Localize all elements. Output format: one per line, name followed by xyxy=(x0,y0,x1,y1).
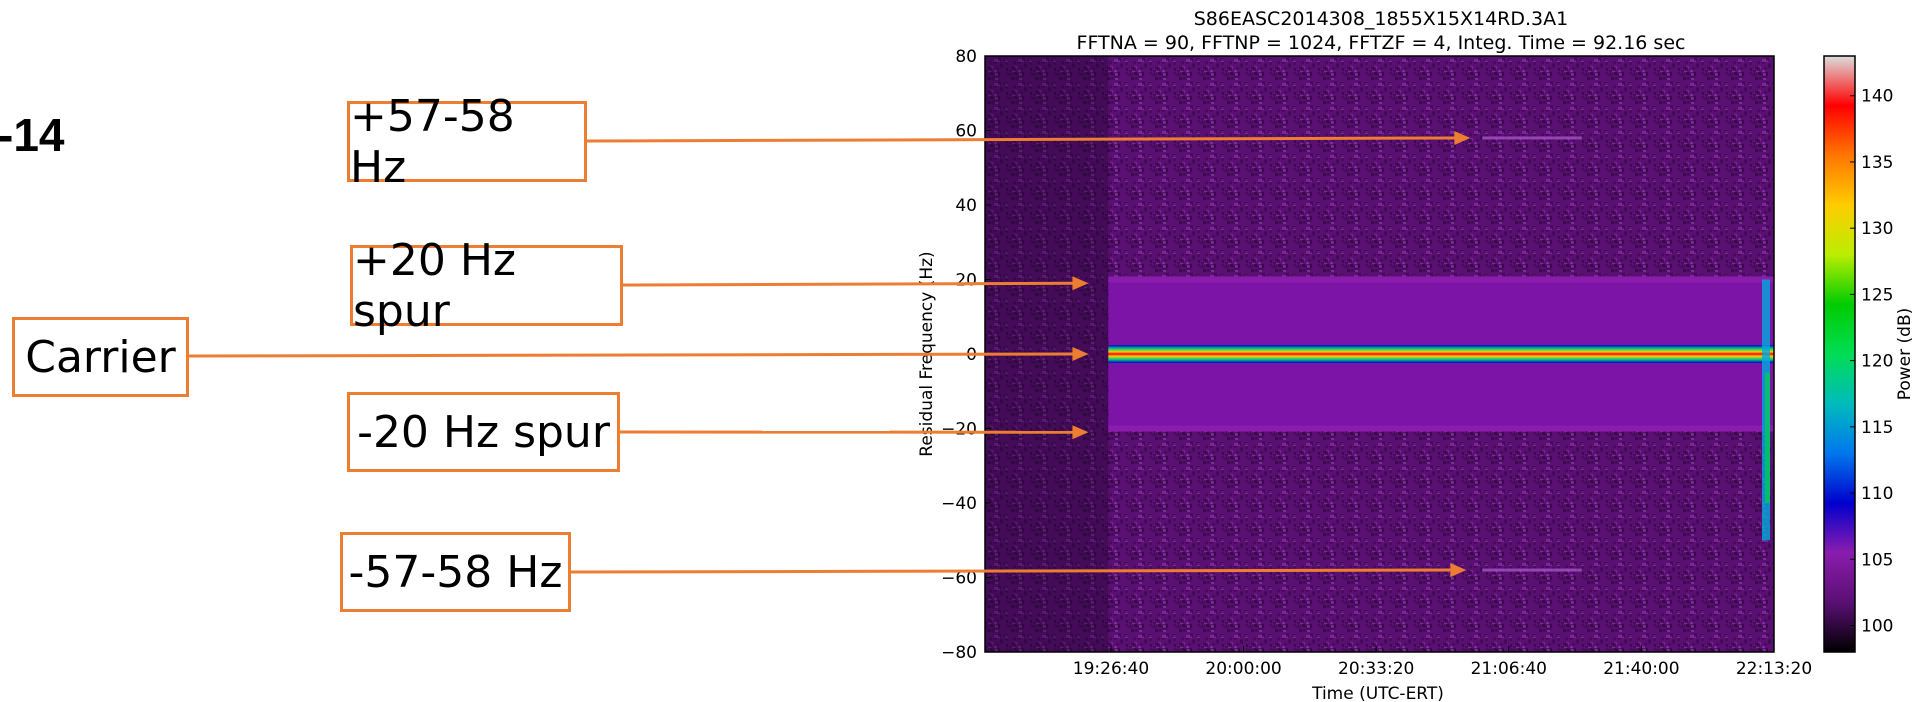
colorbar-tick-label: 100 xyxy=(1861,617,1893,637)
y-tick-label: 40 xyxy=(955,196,977,216)
right-edge-artifact-green xyxy=(1765,372,1770,503)
colorbar-tick-label: 140 xyxy=(1861,87,1893,107)
callout-plus-20-hz-spur: +20 Hz spur xyxy=(350,235,623,337)
y-tick-label: −60 xyxy=(941,569,977,589)
y-tick-label: −80 xyxy=(941,643,977,663)
annotation-arrowhead xyxy=(1450,563,1467,578)
x-tick-label: 20:33:20 xyxy=(1338,659,1414,679)
y-axis: 806040200−20−40−60−80 xyxy=(941,47,991,663)
annotation-arrow-line xyxy=(586,136,1459,143)
colorbar-tick-label: 125 xyxy=(1861,285,1893,305)
callout-plus-57-58-hz: +57-58 Hz xyxy=(347,91,587,193)
feature-carrier-0 xyxy=(1108,345,1774,363)
x-axis: 19:26:40 20:00:00 20:33:20 21:06:40 21:40:00… xyxy=(1073,646,1812,679)
y-tick-label: 80 xyxy=(955,47,977,67)
annotation-arrowhead xyxy=(1454,131,1471,146)
x-axis-label: Time (UTC-ERT) xyxy=(1311,684,1444,702)
colorbar-label: Power (dB) xyxy=(1895,308,1915,401)
x-tick-label: 22:13:20 xyxy=(1736,659,1812,679)
colorbar-tick-label: 135 xyxy=(1861,153,1893,173)
y-tick-label: 20 xyxy=(955,271,977,291)
colorbar-tick-label: 115 xyxy=(1861,418,1893,438)
callout-minus-20-hz-spur: -20 Hz spur xyxy=(347,392,620,472)
feature-spur-2 xyxy=(1108,425,1774,432)
annotation-arrows xyxy=(188,131,1471,578)
annotation-arrow-line xyxy=(188,352,1077,358)
x-tick-label: 20:00:00 xyxy=(1205,659,1281,679)
spectrogram-plot-area xyxy=(985,56,1774,652)
callout-carrier: Carrier xyxy=(12,317,189,397)
chart-subtitle: FFTNA = 90, FFTNP = 1024, FFTZF = 4, Int… xyxy=(1077,32,1686,54)
callout-minus-57-58-hz: -57-58 Hz xyxy=(340,532,571,612)
x-tick-label: 19:26:40 xyxy=(1073,659,1149,679)
feature-faint-line-3 xyxy=(1482,136,1582,140)
annotation-arrow-line xyxy=(622,281,1077,287)
colorbar-tick-label: 110 xyxy=(1861,484,1893,504)
y-tick-label: −20 xyxy=(941,420,977,440)
colorbar: 140 135 130 125 120 115 110 105 100 xyxy=(1823,55,1893,653)
chart-title: S86EASC2014308_1855X15X14RD.3A1 xyxy=(1194,8,1568,30)
feature-faint-line-4 xyxy=(1482,568,1582,572)
slide-title-fragment: -14 xyxy=(0,109,65,161)
colorbar-tick-label: 130 xyxy=(1861,219,1893,239)
annotation-arrowhead xyxy=(1072,425,1089,440)
annotation-arrowhead xyxy=(1072,347,1089,362)
colorbar-tick-label: 105 xyxy=(1861,550,1893,570)
annotation-arrowhead xyxy=(1072,276,1089,291)
y-tick-label: −40 xyxy=(941,494,977,514)
y-tick-label: 60 xyxy=(955,122,977,142)
colorbar-tick-label: 120 xyxy=(1861,352,1893,372)
annotation-arrow-line xyxy=(570,568,1455,574)
x-tick-label: 21:40:00 xyxy=(1603,659,1679,679)
feature-spur-1 xyxy=(1108,276,1774,283)
colorbar-gradient xyxy=(1823,55,1856,653)
x-tick-label: 21:06:40 xyxy=(1471,659,1547,679)
